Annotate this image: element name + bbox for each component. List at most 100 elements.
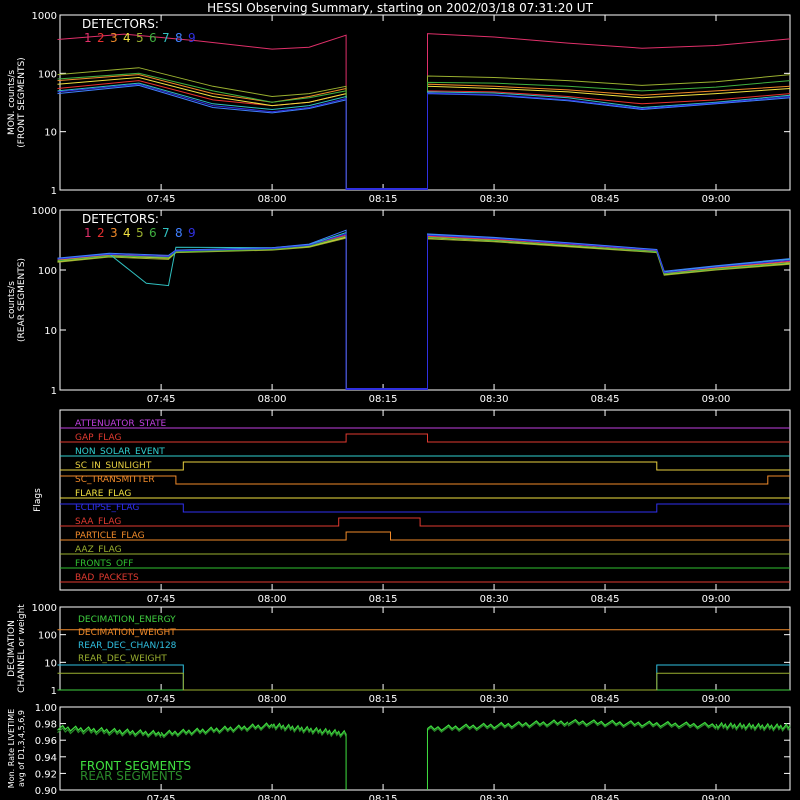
flag-label-non-solar-event: NON_SOLAR_EVENT [75, 447, 165, 457]
decimation-legend-1: DECIMATION_WEIGHT [78, 628, 176, 638]
front-ylabel: MON. counts/s [7, 70, 17, 135]
livetime-ytick-label: 0.92 [35, 769, 57, 780]
livetime-xtick-label: 08:45 [591, 794, 620, 800]
front-legend-entry-3: 3 [110, 31, 118, 45]
front-series-d6 [57, 72, 791, 190]
front-series-d5 [57, 67, 791, 190]
decimation-xtick-label: 08:45 [591, 694, 620, 705]
flag-label-sc-in-sunlight: SC_IN_SUNLIGHT [75, 461, 152, 471]
front-legend-entry-2: 2 [97, 31, 105, 45]
flags-xtick-label: 08:30 [480, 594, 509, 605]
rear-legend-entry-1: 1 [84, 226, 92, 240]
rear-xtick-label: 08:15 [369, 394, 398, 405]
front-xtick-label: 07:45 [147, 194, 176, 205]
flag-label-gap-flag: GAP_FLAG [75, 433, 121, 443]
livetime-ylabel: Mon. Rate LIVETIME [7, 709, 16, 788]
flag-label-bad-packets: BAD_PACKETS [75, 573, 139, 583]
livetime-legend-1: REAR SEGMENTS [80, 769, 183, 783]
front-legend-entry-4: 4 [123, 31, 131, 45]
flag-label-aaz-flag: AAZ_FLAG [75, 545, 122, 555]
rear-legend-entry-2: 2 [97, 226, 105, 240]
rear-legend-entry-5: 5 [136, 226, 144, 240]
livetime-xtick-label: 09:00 [702, 794, 731, 800]
flags-xtick-label: 07:45 [147, 594, 176, 605]
rear-xtick-label: 07:45 [147, 394, 176, 405]
livetime-ytick-label: 0.96 [35, 736, 57, 747]
decimation-xtick-label: 07:45 [147, 694, 176, 705]
front-xtick-label: 08:30 [480, 194, 509, 205]
flags-ylabel: Flags [33, 488, 43, 512]
decimation-ylabel2: CHANNEL or weight [17, 604, 27, 693]
front-xtick-label: 08:00 [258, 194, 287, 205]
decimation-xtick-label: 08:15 [369, 694, 398, 705]
livetime-frame [59, 706, 791, 791]
decimation-xtick-label: 09:00 [702, 694, 731, 705]
flags-xtick-label: 08:00 [258, 594, 287, 605]
rear-series-d5 [57, 237, 791, 390]
decimation-xtick-label: 08:00 [258, 694, 287, 705]
flag-line-saa-flag [60, 517, 790, 527]
decimation-legend-3: REAR_DEC_WEIGHT [78, 654, 167, 664]
livetime-ylabel2: avg of D1,3,4,5,6,9 [17, 710, 26, 787]
front-legend-entry-1: 1 [84, 31, 92, 45]
flag-line-sc-transmitter [60, 475, 790, 485]
rear-ytick-label: 10 [44, 326, 57, 337]
rear-xtick-label: 08:45 [591, 394, 620, 405]
livetime-ytick-label: 0.94 [35, 753, 57, 764]
front-xtick-label: 09:00 [702, 194, 731, 205]
livetime-ytick-label: 0.98 [35, 720, 57, 731]
flag-line-sc-in-sunlight [60, 461, 790, 471]
front-ylabel2: (FRONT SEGMENTS) [17, 57, 27, 147]
flags-xtick-label: 09:00 [702, 594, 731, 605]
livetime-xtick-label: 07:45 [147, 794, 176, 800]
livetime-series-0 [57, 718, 791, 737]
flags-xtick-label: 08:45 [591, 594, 620, 605]
livetime-xtick-label: 08:15 [369, 794, 398, 800]
rear-ytick-label: 100 [38, 266, 57, 277]
rear-xtick-label: 08:00 [258, 394, 287, 405]
flag-label-eclipse-flag: ECLIPSE_FLAG [75, 503, 139, 513]
front-xtick-label: 08:45 [591, 194, 620, 205]
decimation-xtick-label: 08:30 [480, 694, 509, 705]
rear-ytick-label: 1 [51, 386, 57, 397]
rear-ylabel: counts/s [7, 281, 17, 319]
livetime-xtick-label: 08:30 [480, 794, 509, 800]
flag-label-sc-transmitter: SC_TRANSMITTER [75, 475, 155, 485]
flag-label-flare-flag: FLARE_FLAG [75, 489, 131, 499]
front-series-d1 [57, 33, 791, 190]
flag-line-gap-flag [60, 433, 790, 443]
livetime-legend-0: FRONT SEGMENTS [80, 759, 191, 773]
flag-label-saa-flag: SAA_FLAG [75, 517, 121, 527]
rear-ylabel2: (REAR SEGMENTS) [17, 258, 27, 342]
flags-frame [59, 409, 791, 591]
decimation-legend-0: DECIMATION_ENERGY [78, 615, 176, 625]
front-legend-entry-8: 8 [175, 31, 183, 45]
flags-xtick-label: 08:15 [369, 594, 398, 605]
rear-legend-entry-7: 7 [162, 226, 170, 240]
rear-series-d8 [57, 229, 791, 390]
livetime-ytick-label: 1.00 [35, 703, 57, 714]
front-ytick-label: 1000 [32, 11, 57, 22]
decimation-ytick-label: 1000 [32, 603, 57, 614]
flag-label-fronts-off: FRONTS_OFF [75, 559, 133, 569]
rear-legend-entry-4: 4 [123, 226, 131, 240]
front-legend-entry-6: 6 [149, 31, 157, 45]
decimation-ytick-label: 1 [51, 686, 57, 697]
front-series-d9 [57, 83, 791, 190]
flag-label-particle-flag: PARTICLE_FLAG [75, 531, 145, 541]
decimation-ytick-label: 10 [44, 658, 57, 669]
rear-ytick-label: 1000 [32, 206, 57, 217]
decimation-series-3 [57, 672, 790, 691]
rear-legend-entry-9: 9 [188, 226, 196, 240]
livetime-xtick-label: 08:00 [258, 794, 287, 800]
rear-series-d6 [57, 235, 791, 390]
rear-legend-entry-8: 8 [175, 226, 183, 240]
flag-line-eclipse-flag [60, 503, 790, 513]
rear-legend-entry-6: 6 [149, 226, 157, 240]
front-legend-title: DETECTORS: [82, 17, 159, 31]
decimation-legend-2: REAR_DEC_CHAN/128 [78, 641, 177, 651]
flag-line-particle-flag [60, 531, 790, 541]
livetime-series-1 [57, 720, 791, 739]
decimation-ytick-label: 100 [38, 631, 57, 642]
